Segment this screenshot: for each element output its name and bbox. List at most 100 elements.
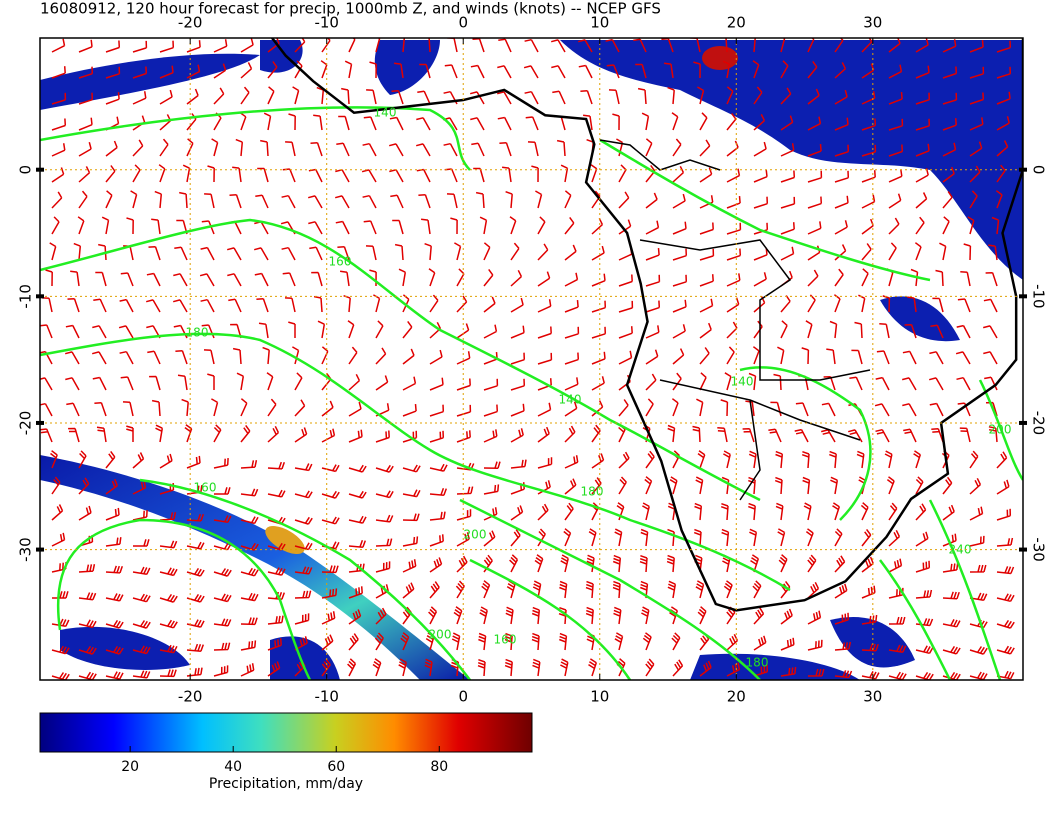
wind-barb: [240, 86, 250, 105]
wind-barb: [294, 399, 306, 417]
wind-barb: [888, 671, 907, 680]
wind-barb: [645, 300, 661, 313]
wind-barb: [361, 169, 377, 183]
y-tick-label: -10: [1030, 284, 1048, 309]
wind-barb: [564, 401, 578, 417]
wind-barb: [51, 672, 70, 680]
wind-barb: [207, 165, 215, 183]
wind-barb: [347, 658, 357, 677]
wind-barb: [861, 671, 880, 680]
wind-barb: [983, 351, 998, 365]
wind-barb: [614, 632, 624, 651]
wind-barb: [750, 554, 760, 573]
wind-barb: [692, 425, 701, 443]
wind-barb: [583, 114, 593, 131]
wind-barb: [40, 402, 53, 417]
title: 16080912, 120 hour forecast for precip, …: [40, 0, 661, 18]
wind-barb: [717, 427, 728, 443]
y-tick-label: -20: [1030, 411, 1048, 436]
wind-barb: [267, 638, 282, 651]
wind-barb: [428, 606, 438, 625]
wind-barb: [456, 486, 474, 495]
wind-barb: [147, 350, 161, 365]
wind-barb: [612, 580, 621, 599]
contour: [40, 332, 791, 592]
wind-barb: [266, 372, 274, 391]
wind-barb: [834, 670, 853, 679]
y-tick-label: 0: [1030, 165, 1048, 175]
wind-barb: [722, 60, 731, 79]
wind-barb: [807, 60, 818, 79]
wind-barb: [915, 192, 928, 209]
wind-barb: [672, 659, 684, 677]
wind-barb: [424, 658, 433, 677]
wind-barb: [429, 404, 445, 417]
wind-barb: [344, 60, 353, 79]
wind-barb: [697, 450, 706, 469]
wind-barb: [78, 190, 88, 209]
wind-barb: [148, 245, 161, 261]
wind-barb: [510, 459, 527, 469]
wind-barb: [807, 144, 822, 157]
wind-barb: [51, 66, 66, 79]
wind-barb: [96, 426, 107, 443]
wind-barb: [126, 425, 134, 442]
wind-barb: [159, 669, 177, 678]
wind-barb: [267, 615, 284, 625]
wind-barb: [618, 326, 633, 339]
contour: [459, 498, 761, 680]
wind-barb: [888, 144, 904, 157]
precip-area: [560, 40, 1023, 280]
wind-barb: [888, 92, 903, 105]
wind-barb: [424, 242, 432, 261]
wind-barb: [563, 528, 572, 547]
x-tick-label: 10: [590, 14, 609, 32]
wind-barb: [335, 195, 350, 209]
wind-barb: [551, 65, 566, 79]
wind-barb: [505, 190, 513, 209]
wind-barb: [425, 38, 431, 53]
wind-barb: [151, 399, 161, 417]
wind-barb: [645, 373, 657, 391]
wind-barb: [697, 86, 705, 105]
wind-barb: [389, 169, 404, 183]
contour: [739, 366, 872, 521]
wind-barb: [338, 115, 350, 131]
wind-barb: [281, 246, 296, 261]
wind-barb: [807, 581, 820, 599]
wind-barb: [942, 66, 958, 79]
wind-barb: [65, 377, 80, 391]
wind-barb: [362, 142, 377, 157]
wind-barb: [745, 400, 755, 417]
wind-barb: [969, 117, 984, 131]
wind-barb: [51, 645, 70, 655]
wind-barb: [450, 217, 458, 235]
wind-barb: [105, 671, 124, 680]
wind-barb: [173, 324, 188, 339]
wind-barb: [348, 464, 367, 473]
wind-barb: [537, 271, 551, 287]
wind-barb: [310, 142, 323, 157]
wind-barb: [240, 617, 258, 626]
wind-barb: [321, 634, 334, 651]
wind-barb: [564, 502, 574, 521]
wind-barb: [902, 377, 917, 391]
wind-barb: [752, 60, 760, 79]
wind-barb: [672, 193, 686, 209]
wind-barb: [801, 347, 810, 365]
precipitation: [40, 40, 1023, 680]
wind-barb: [451, 632, 461, 651]
wind-barb: [613, 606, 622, 625]
wind-barb: [260, 139, 269, 157]
contour: [928, 499, 1002, 680]
wind-barb: [294, 490, 313, 499]
wind-barb: [483, 296, 496, 313]
wind-barb: [207, 373, 215, 390]
wind-barb: [942, 92, 958, 105]
wind-barb: [453, 606, 463, 625]
contour-label: 200: [989, 423, 1012, 437]
wind-barb: [119, 298, 134, 313]
wind-barb: [942, 216, 950, 235]
wind-barb: [618, 350, 633, 365]
wind-barb: [497, 116, 512, 131]
